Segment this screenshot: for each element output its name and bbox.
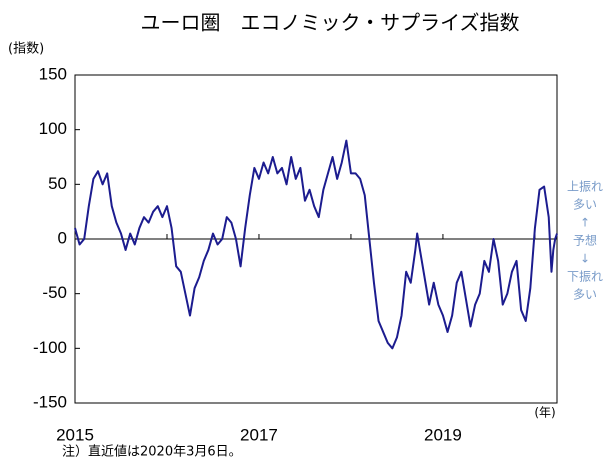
x-tick-label: 2017	[240, 425, 278, 444]
x-axis-label: (年)	[534, 406, 555, 420]
y-tick-label: 150	[39, 64, 67, 83]
side-annotation: ↓	[580, 252, 590, 266]
side-annotation: 上振れ	[567, 180, 603, 194]
side-annotation: ↑	[580, 216, 590, 230]
chart-title: ユーロ圏 エコノミック・サプライズ指数	[141, 11, 520, 35]
side-annotation: 多い	[573, 288, 597, 302]
y-tick-label: -150	[33, 392, 67, 411]
side-annotation: 予想	[573, 233, 597, 248]
y-tick-label: 50	[48, 174, 67, 193]
y-tick-label: -50	[42, 283, 67, 302]
side-annotation: 下振れ	[567, 270, 603, 284]
x-tick-label: 2015	[56, 425, 94, 444]
y-tick-label: -100	[33, 338, 67, 357]
y-tick-label: 0	[58, 228, 67, 247]
y-tick-label: 100	[39, 119, 67, 138]
side-annotation: 多い	[573, 198, 597, 212]
y-axis-label: (指数)	[8, 42, 44, 57]
data-line	[74, 139, 558, 350]
footnote: 注）直近値は2020年3月6日。	[62, 444, 242, 460]
x-tick-label: 2019	[424, 425, 462, 444]
